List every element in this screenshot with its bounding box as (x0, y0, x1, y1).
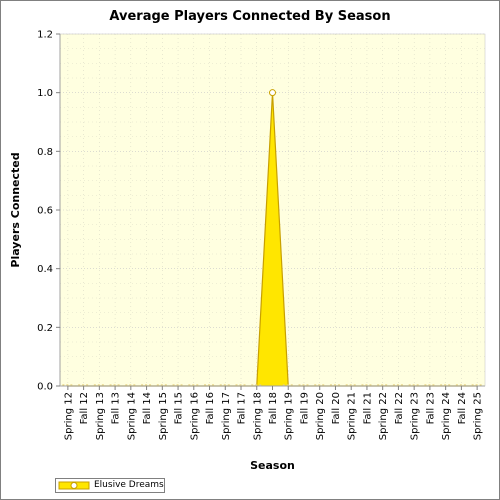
x-tick-label: Spring 16 (189, 392, 200, 440)
y-tick-label: 0.4 (37, 264, 53, 275)
x-tick-label: Spring 20 (315, 392, 326, 440)
x-tick-label: Fall 16 (205, 392, 216, 424)
x-tick-label: Spring 22 (378, 392, 389, 440)
x-tick-label: Fall 19 (299, 392, 310, 424)
x-tick-label: Fall 12 (79, 392, 90, 424)
legend: Elusive Dreams (55, 478, 165, 493)
y-tick-label: 0.2 (37, 323, 53, 334)
x-tick-label: Spring 12 (63, 392, 74, 440)
legend-label: Elusive Dreams (94, 480, 164, 490)
x-tick-label: Fall 14 (142, 392, 153, 424)
x-tick-label: Fall 13 (111, 392, 122, 424)
chart-title: Average Players Connected By Season (109, 9, 391, 24)
y-axis-ticks: 0.0 0.2 0.4 0.6 0.8 1.0 1.2 (37, 30, 60, 393)
x-axis-title: Season (250, 459, 295, 472)
y-tick-label: 1.2 (37, 30, 53, 41)
x-tick-label: Fall 21 (362, 392, 373, 424)
data-point-marker (269, 89, 276, 97)
legend-swatch-icon (58, 481, 90, 490)
x-tick-label: Spring 14 (126, 392, 137, 440)
y-tick-label: 1.0 (37, 88, 53, 99)
y-axis-title: Players Connected (9, 152, 22, 267)
x-tick-label: Spring 15 (158, 392, 169, 440)
x-axis-ticks: Spring 12 Fall 12 Spring 13 Fall 13 Spring 1… (63, 386, 484, 440)
x-tick-label: Fall 20 (331, 392, 342, 424)
x-tick-label: Fall 24 (457, 392, 468, 424)
x-tick-label: Fall 17 (237, 392, 248, 424)
x-tick-label: Spring 19 (284, 392, 295, 440)
x-tick-label: Fall 22 (394, 392, 405, 424)
x-tick-label: Spring 17 (221, 392, 232, 440)
y-tick-label: 0.6 (37, 206, 53, 217)
series-area-fill (67, 92, 478, 387)
x-tick-label: Spring 25 (473, 392, 484, 440)
x-tick-label: Spring 24 (441, 392, 452, 440)
x-tick-label: Fall 15 (174, 392, 185, 424)
x-tick-label: Fall 23 (425, 392, 436, 424)
y-tick-label: 0.0 (37, 382, 53, 393)
x-tick-label: Spring 18 (252, 392, 263, 440)
x-tick-label: Spring 13 (95, 392, 106, 440)
x-tick-label: Spring 23 (410, 392, 421, 440)
x-tick-label: Spring 21 (347, 392, 358, 440)
x-tick-label: Fall 18 (268, 392, 279, 424)
y-tick-label: 0.8 (37, 147, 53, 158)
